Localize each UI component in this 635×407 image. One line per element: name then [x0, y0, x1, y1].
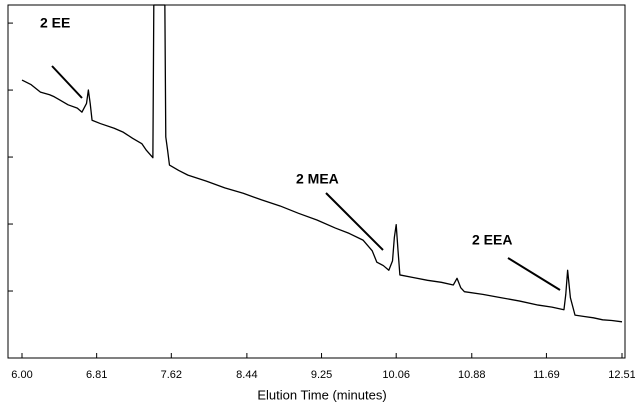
annotation-leader — [51, 65, 83, 99]
trace-line — [21, 4, 623, 323]
x-tick-label: 7.62 — [161, 369, 182, 381]
x-tick-label: 6.00 — [11, 369, 32, 381]
annotation: 2 EE — [40, 15, 70, 31]
annotation-leader — [507, 257, 561, 291]
x-tick-label: 10.88 — [458, 369, 486, 381]
x-axis-label: Elution Time (minutes) — [257, 387, 386, 402]
annotation-leader — [325, 192, 384, 251]
x-tick-label: 9.25 — [311, 369, 332, 381]
x-tick-label: 12.51 — [608, 369, 635, 381]
x-tick-label: 8.44 — [236, 369, 257, 381]
annotation: 2 EEA — [472, 232, 512, 248]
plot-frame — [7, 4, 626, 359]
x-tick-label: 6.81 — [86, 369, 107, 381]
x-tick-label: 11.69 — [533, 369, 560, 381]
x-tick-label: 10.06 — [382, 369, 410, 381]
annotation: 2 MEA — [296, 171, 339, 187]
